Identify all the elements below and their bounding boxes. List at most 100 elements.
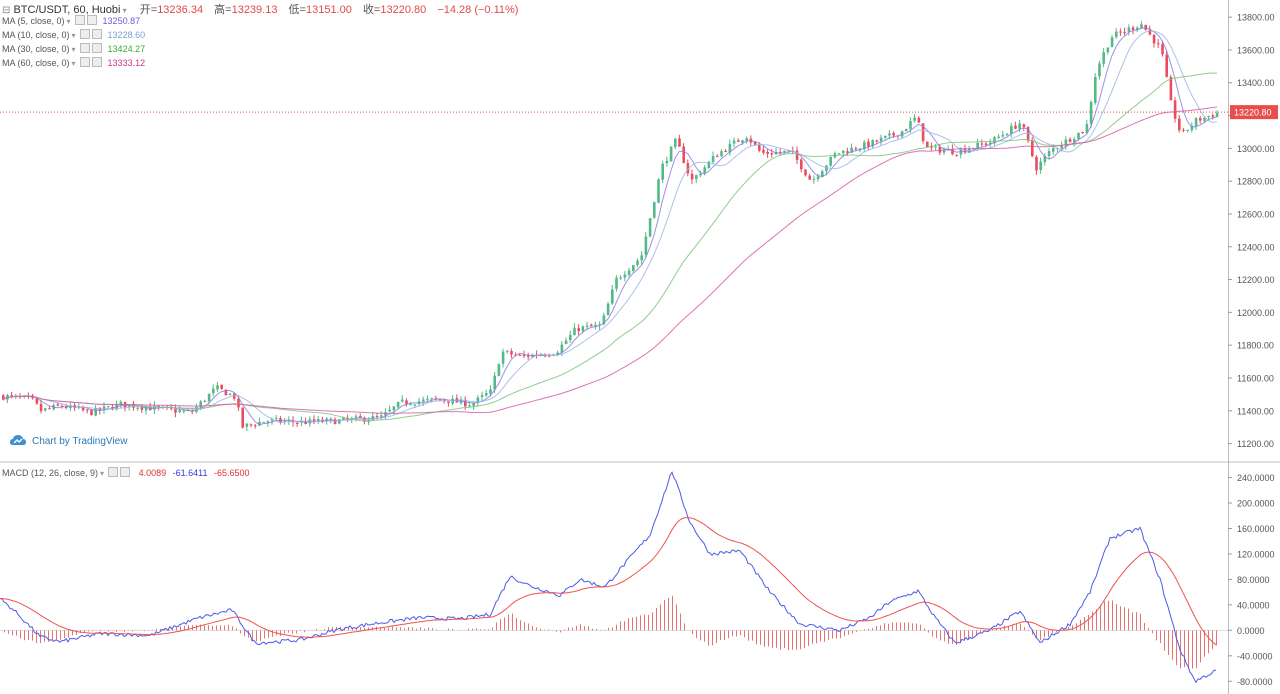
candle-body	[405, 400, 408, 405]
candle-body	[804, 169, 807, 176]
candle-body	[707, 161, 711, 168]
price-tick-label: 11400.00	[1237, 406, 1274, 416]
candle-body	[674, 138, 677, 147]
candle-body	[10, 395, 13, 397]
ma5-value: 13250.87	[102, 16, 141, 26]
candle-body	[854, 148, 858, 150]
candle-body	[770, 153, 774, 155]
candle-body	[1064, 139, 1068, 147]
candle-body	[228, 393, 232, 395]
candle-body	[955, 154, 958, 156]
candle-body	[795, 150, 799, 160]
candle-body	[94, 407, 97, 416]
candle-body	[1131, 27, 1135, 30]
candle-body	[270, 419, 274, 421]
candle-body	[837, 153, 841, 155]
candle-body	[1207, 116, 1210, 118]
symbol-label[interactable]: BTC/USDT, 60, Huobi	[13, 4, 121, 16]
candle-body	[1014, 125, 1017, 129]
candle-body	[434, 398, 438, 400]
candle-body	[241, 407, 244, 428]
candle-body	[594, 324, 597, 327]
close-icon	[91, 43, 102, 53]
candle-body	[984, 143, 988, 145]
ma30-value: 13424.27	[107, 44, 146, 54]
macd-tick-label: -40.0000	[1237, 651, 1273, 661]
candle-body	[888, 133, 891, 136]
candle-body	[816, 176, 820, 180]
candle-body	[329, 418, 333, 420]
indicator-macd[interactable]: MACD (12, 26, close, 9) ▾ 4.0089 -61.6411…	[2, 467, 250, 478]
candle-body	[556, 352, 559, 356]
candle-body	[926, 141, 929, 148]
tradingview-watermark[interactable]: Chart by TradingView	[10, 434, 127, 447]
indicator-ma10[interactable]: MA (10, close, 0) ▾ 13228.60	[2, 29, 146, 40]
candle-body	[1119, 31, 1122, 33]
candle-body	[1098, 63, 1101, 77]
ma60-line	[2, 106, 1218, 414]
candle-body	[1106, 47, 1110, 53]
candle-body	[1085, 124, 1089, 134]
candle-body	[1144, 24, 1147, 30]
candle-body	[1194, 118, 1198, 127]
candle-body	[275, 418, 278, 420]
candle-body	[699, 173, 702, 176]
candle-body	[1043, 156, 1047, 162]
candle-body	[644, 236, 648, 255]
indicator-ma60[interactable]: MA (60, close, 0) ▾ 13333.12	[2, 57, 146, 68]
candle-body	[476, 397, 480, 403]
collapse-icon[interactable]: ⊟	[2, 5, 11, 16]
candle-body	[81, 407, 85, 411]
indicator-ma5[interactable]: MA (5, close, 0) ▾ 13250.87	[2, 15, 141, 26]
candle-body	[665, 160, 669, 164]
ma10-value: 13228.60	[107, 30, 146, 40]
indicator-ma30[interactable]: MA (30, close, 0) ▾ 13424.27	[2, 43, 146, 54]
candle-body	[1089, 102, 1093, 124]
candle-body	[921, 123, 925, 142]
candle-body	[375, 416, 379, 418]
candle-body	[1031, 140, 1034, 157]
candle-body	[249, 424, 253, 426]
candle-body	[619, 277, 622, 279]
candle-body	[1152, 34, 1156, 44]
candle-body	[233, 393, 236, 399]
low-quote: 低=13151.00	[288, 4, 352, 16]
candle-body	[695, 175, 698, 180]
candle-body	[934, 146, 937, 148]
candle-body	[1068, 139, 1072, 142]
candle-body	[989, 142, 992, 145]
price-tick-label: 12000.00	[1237, 308, 1275, 318]
candle-body	[69, 405, 72, 409]
candle-body	[447, 401, 450, 403]
candle-body	[829, 156, 832, 166]
candle-body	[669, 146, 673, 162]
candle-body	[39, 403, 43, 412]
candle-body	[493, 375, 496, 390]
candle-body	[1073, 139, 1076, 143]
candle-body	[380, 415, 383, 418]
candle-body	[90, 409, 93, 416]
price-tick-label: 13400.00	[1237, 78, 1275, 88]
candle-body	[1060, 145, 1063, 149]
candle-body	[1157, 43, 1160, 45]
close-icon	[91, 57, 102, 67]
candle-body	[438, 399, 442, 401]
candle-body	[254, 425, 257, 427]
macd-line-value: -61.6411	[172, 468, 208, 478]
candle-body	[917, 117, 921, 123]
candle-body	[1005, 133, 1009, 136]
candle-body	[720, 151, 723, 157]
candle-body	[1123, 31, 1126, 33]
candle-body	[573, 327, 576, 336]
candle-body	[569, 334, 572, 341]
candle-body	[212, 388, 215, 394]
price-tick-label: 13600.00	[1237, 45, 1275, 55]
candle-body	[497, 364, 501, 377]
candle-body	[287, 420, 291, 422]
candle-body	[480, 395, 484, 397]
candle-body	[1127, 27, 1131, 32]
candle-body	[716, 156, 719, 158]
candle-body	[338, 419, 341, 424]
candle-body	[489, 389, 492, 394]
